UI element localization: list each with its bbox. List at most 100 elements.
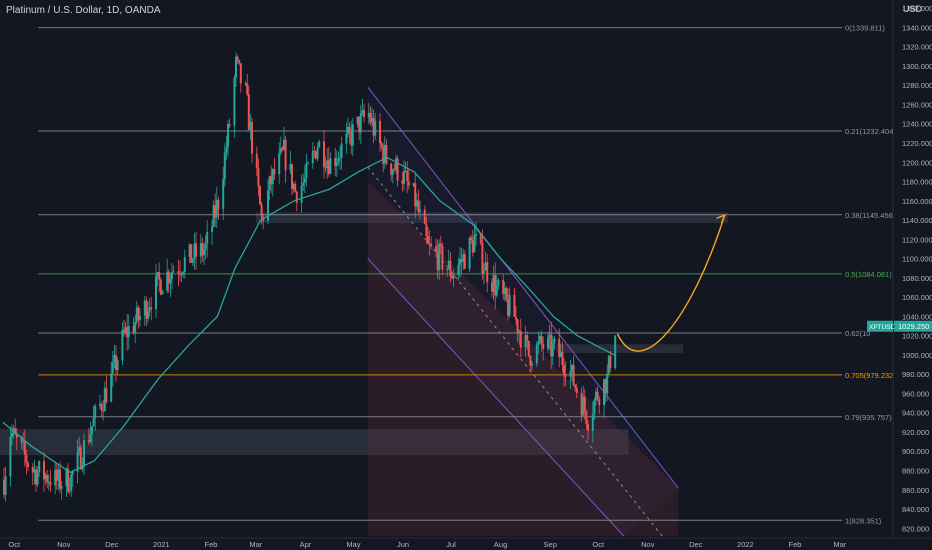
candle-body [380, 143, 383, 148]
candle-body [259, 186, 261, 205]
candle-body [374, 120, 377, 136]
candle-body [345, 133, 348, 144]
candle-body [447, 260, 450, 269]
candle-body [228, 123, 231, 126]
candle-body [215, 199, 218, 218]
candle-body [497, 280, 500, 286]
candle-body [553, 338, 556, 344]
candle-body [121, 329, 124, 361]
candle-body [59, 469, 61, 489]
x-tick-label: Dec [105, 540, 119, 549]
candle-body [302, 182, 305, 186]
fib-level-label: 0.38(1145.456) [845, 211, 896, 220]
fib-level-label: 1(828.351) [845, 516, 882, 525]
candle-body [307, 163, 309, 165]
candle-body [583, 396, 586, 412]
candle-body [339, 157, 341, 159]
candle-body [593, 399, 596, 415]
candle-body [519, 331, 522, 348]
candle-body [225, 147, 228, 153]
candle-body [531, 363, 533, 366]
candle-body [356, 116, 359, 125]
candle-body [169, 278, 172, 284]
channel-shading [367, 181, 679, 536]
y-tick-label: 1020.000 [902, 332, 932, 341]
candle-body [99, 404, 101, 406]
candle-body [244, 83, 247, 85]
candle-body [137, 307, 140, 320]
y-tick-label: 1260.000 [902, 100, 932, 109]
candle-body [195, 243, 197, 257]
candle-body [38, 461, 41, 473]
symbol-title: Platinum / U.S. Dollar, 1D, OANDA [6, 5, 161, 16]
candle-body [236, 56, 239, 60]
candle-body [515, 317, 517, 320]
candle-body [419, 209, 421, 212]
candle-body [369, 112, 372, 123]
candle-body [382, 147, 385, 164]
candle-body [351, 124, 354, 146]
candle-body [558, 338, 561, 358]
candle-body [155, 276, 157, 309]
y-tick-label: 880.000 [902, 467, 929, 476]
candle-body [47, 481, 50, 483]
candle-body [238, 59, 241, 64]
candle-body [46, 474, 49, 483]
candle-body [425, 223, 428, 237]
candle-body [65, 468, 68, 486]
x-tick-label: 2022 [737, 540, 754, 549]
candle-body [527, 340, 530, 356]
candle-body [471, 240, 474, 253]
candle-body [103, 388, 106, 412]
candle-body [428, 243, 431, 245]
candle-body [569, 371, 572, 377]
candle-body [367, 112, 370, 118]
candle-body [547, 337, 549, 349]
candle-body [260, 204, 263, 217]
candle-body [412, 183, 415, 186]
y-tick-label: 1280.000 [902, 81, 932, 90]
candle-body [505, 287, 508, 300]
candle-body [335, 161, 338, 166]
y-tick-label: 1180.000 [902, 178, 932, 187]
candle-body [233, 77, 236, 126]
candle-body [127, 326, 130, 338]
y-tick-label: 860.000 [902, 486, 929, 495]
candle-body [27, 463, 29, 468]
candle-body [561, 351, 564, 366]
candle-body [179, 273, 181, 275]
candle-body [25, 454, 28, 464]
channel-upper-line [367, 86, 679, 489]
candle-body [492, 274, 495, 292]
candle-body [247, 93, 250, 130]
candle-body [361, 109, 364, 114]
y-tick-label: 920.000 [902, 428, 929, 437]
candle-body [371, 117, 373, 123]
y-tick-label: 1140.000 [902, 216, 932, 225]
candle-body [143, 300, 146, 316]
candle-body [539, 335, 541, 342]
candle-body [212, 205, 215, 227]
candle-body [227, 123, 229, 148]
candle-body [281, 148, 284, 150]
candle-body [323, 141, 325, 168]
candle-body [483, 270, 485, 274]
candle-body [295, 191, 298, 203]
candle-body [390, 163, 393, 175]
candle-body [363, 109, 365, 118]
candle-body [201, 243, 204, 256]
currency-label[interactable]: USD [902, 4, 922, 14]
y-tick-label: 1000.000 [902, 351, 932, 360]
candle-body [313, 150, 316, 152]
candle-body [359, 113, 362, 133]
candle-body [23, 441, 26, 455]
candle-body [33, 469, 36, 473]
candle-body [614, 335, 617, 368]
candle-body [294, 183, 297, 192]
candle-body [111, 362, 114, 374]
candle-body [126, 327, 129, 338]
candle-body [503, 287, 506, 294]
